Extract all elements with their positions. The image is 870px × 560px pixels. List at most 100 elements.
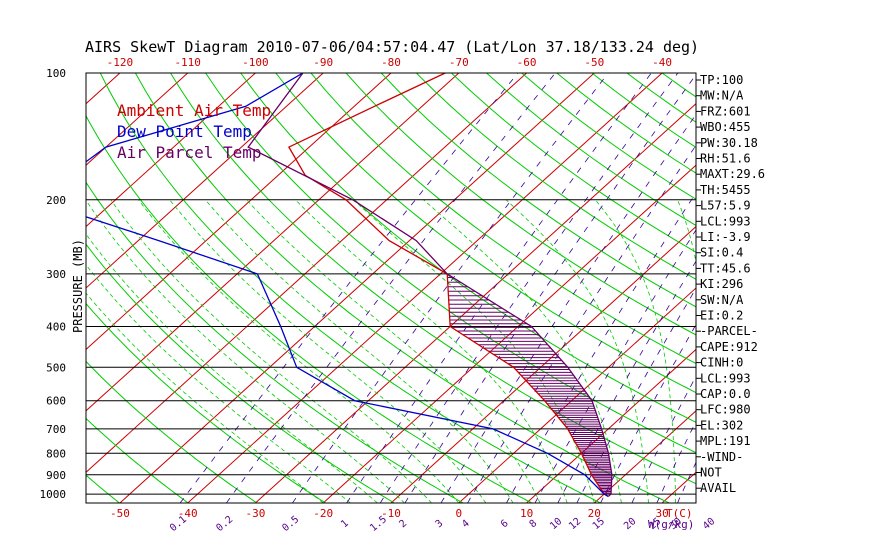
isotherm-line [86, 73, 256, 228]
stat-label: WBO:455 [700, 120, 751, 134]
pressure-tick-label: 600 [46, 395, 66, 408]
moist-adiabat-line [86, 292, 324, 503]
stat-label: LFC:980 [700, 403, 751, 417]
isotherm-line [187, 73, 663, 503]
dry-adiabat-line [205, 73, 696, 454]
top-temp-tick-label: -70 [449, 56, 469, 69]
isotherm-line [119, 73, 595, 503]
legend-dew-point-temp: Dew Point Temp [117, 122, 252, 141]
pressure-tick-label: 1000 [40, 488, 67, 501]
isotherm-line [322, 164, 696, 503]
dry-adiabat-line [661, 73, 696, 98]
bottom-temp-tick-label: -40 [178, 507, 198, 520]
legend-air-parcel-temp: Air Parcel Temp [117, 143, 262, 162]
dry-adiabat-line [275, 73, 696, 394]
dry-adiabat-line [86, 360, 258, 503]
legend-ambient-air-temp: Ambient Air Temp [117, 101, 271, 120]
x-axis-label-temp: T(C) [666, 507, 693, 520]
mixing-ratio-tick-label: 0.5 [280, 514, 301, 534]
mixing-ratio-tick-label: 12 [567, 516, 583, 532]
stat-label: LCL:993 [700, 371, 751, 385]
stat-label: SW:N/A [700, 293, 744, 307]
moist-adiabat-line [204, 199, 514, 503]
moist-adiabat-line [169, 199, 487, 503]
stat-label: -PARCEL- [700, 324, 758, 338]
bottom-temp-tick-label: -50 [110, 507, 130, 520]
dry-adiabat-line [86, 302, 326, 503]
pressure-tick-label: 800 [46, 447, 66, 460]
moist-adiabat-line [295, 199, 568, 503]
plot-frame [85, 72, 697, 504]
bottom-temp-tick-label: 10 [520, 507, 533, 520]
parcel-temp-line [247, 73, 613, 497]
mixing-ratio-line [292, 73, 609, 503]
dry-adiabat-line [86, 243, 395, 503]
mixing-ratio-line [379, 73, 679, 503]
pressure-tick-label: 300 [46, 268, 66, 281]
dry-adiabat-line [86, 114, 533, 503]
stat-label: KI:296 [700, 277, 743, 291]
mixing-ratio-line [404, 73, 696, 503]
mixing-ratio-tick-label: 20 [622, 516, 638, 532]
stat-label: AVAIL [700, 481, 736, 495]
mixing-ratio-line [467, 144, 696, 503]
x-axis-label-mixing: W(g/kg) [648, 518, 694, 531]
moist-adiabat-line [353, 199, 595, 503]
mixing-ratio-tick-label: 0.2 [214, 514, 235, 534]
mixing-ratio-tick-label: 2 [397, 518, 409, 530]
bottom-temp-tick-label: -30 [245, 507, 265, 520]
top-temp-tick-label: -90 [313, 56, 333, 69]
pressure-tick-label: 900 [46, 469, 66, 482]
isotherm-line [86, 73, 527, 473]
isotherm-line [458, 287, 696, 503]
bottom-temp-tick-label: 0 [455, 507, 462, 520]
mixing-ratio-line [226, 73, 556, 503]
dry-adiabat-line [803, 73, 870, 503]
stat-label: MW:N/A [700, 89, 744, 103]
dry-adiabat-line [86, 417, 189, 503]
mixing-ratio-line [656, 420, 696, 503]
moist-adiabat-line [86, 199, 405, 503]
bottom-temp-tick-label: -10 [381, 507, 401, 520]
stat-label: TP:100 [700, 73, 743, 87]
top-temp-tick-label: -50 [584, 56, 604, 69]
isotherm-line [526, 348, 696, 503]
dry-adiabat-line [451, 73, 696, 253]
stat-label: EI:0.2 [700, 309, 743, 323]
isotherm-line [798, 73, 870, 503]
moist-adiabat-line [86, 233, 378, 503]
stat-label: RH:51.6 [700, 152, 751, 166]
top-temp-tick-label: -80 [381, 56, 401, 69]
stat-label: PW:30.18 [700, 136, 758, 150]
dry-adiabat-line [86, 474, 120, 503]
moist-adiabat-line [246, 199, 541, 503]
mixing-ratio-tick-label: 40 [701, 516, 717, 532]
dry-adiabat-line [240, 73, 696, 423]
mixing-ratio-tick-label: 10 [548, 516, 564, 532]
pressure-tick-label: 700 [46, 423, 66, 436]
stat-label: SI:0.4 [700, 246, 743, 260]
isotherm-line [390, 225, 696, 503]
isotherm-line [0, 73, 52, 503]
top-temp-tick-label: -120 [107, 56, 134, 69]
top-temp-tick-label: -60 [517, 56, 537, 69]
dry-adiabat-line [310, 73, 696, 365]
mixing-ratio-tick-label: 1 [339, 518, 351, 530]
mixing-ratio-line [506, 192, 696, 503]
mixing-ratio-line [346, 73, 652, 503]
chart-title: AIRS SkewT Diagram 2010-07-06/04:57:04.4… [85, 38, 699, 56]
dry-adiabat-line [86, 181, 464, 503]
isotherm-line [86, 73, 392, 351]
top-temp-tick-label: -100 [242, 56, 269, 69]
pressure-tick-label: 100 [46, 67, 66, 80]
stat-label: LCL:993 [700, 214, 751, 228]
top-temp-tick-label: -110 [174, 56, 201, 69]
stat-label: L57:5.9 [700, 199, 751, 213]
pressure-tick-label: 400 [46, 321, 66, 334]
top-temp-tick-label: -40 [652, 56, 672, 69]
y-axis-label: PRESSURE (MB) [71, 239, 85, 333]
mixing-ratio-tick-label: 6 [499, 518, 511, 530]
moist-adiabat-line [86, 264, 351, 503]
mixing-ratio-tick-label: 8 [528, 518, 540, 530]
dry-adiabat-line [99, 73, 601, 503]
